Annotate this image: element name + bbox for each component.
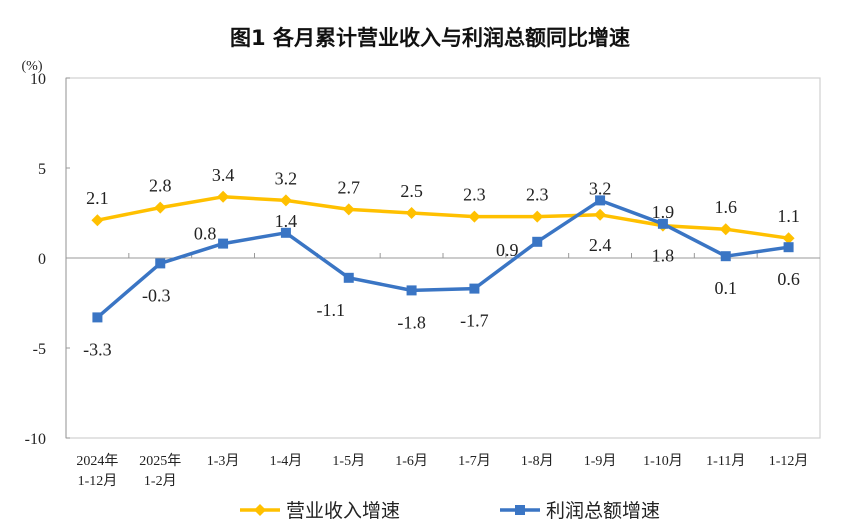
data-point-marker bbox=[92, 312, 103, 323]
y-axis-unit: (%) bbox=[22, 59, 43, 74]
data-label: 2.3 bbox=[526, 185, 549, 205]
y-tick-label: 10 bbox=[30, 71, 46, 88]
data-label: 0.9 bbox=[496, 240, 519, 260]
data-point-marker bbox=[594, 208, 607, 221]
x-tick-label: 1-12月 bbox=[78, 473, 118, 489]
data-point-marker bbox=[406, 285, 417, 296]
x-tick-label: 1-2月 bbox=[144, 473, 177, 489]
data-label: 0.1 bbox=[715, 278, 738, 298]
data-label: 2.1 bbox=[86, 188, 109, 208]
data-label: 1.8 bbox=[652, 246, 675, 266]
data-point-marker bbox=[468, 210, 481, 223]
x-tick-label: 1-8月 bbox=[521, 453, 554, 469]
legend-marker bbox=[515, 505, 525, 515]
chart-title: 图1 各月累计营业收入与利润总额同比增速 bbox=[230, 26, 630, 50]
data-label: 0.6 bbox=[777, 269, 800, 289]
data-label: 3.2 bbox=[275, 168, 298, 188]
x-tick-label: 1-12月 bbox=[769, 453, 809, 469]
data-label: 1.6 bbox=[715, 197, 738, 217]
x-tick-label: 1-7月 bbox=[458, 453, 491, 469]
data-point-marker bbox=[154, 201, 167, 214]
data-label: 1.4 bbox=[275, 211, 298, 231]
data-point-marker bbox=[531, 210, 544, 223]
x-tick-label: 1-11月 bbox=[706, 453, 745, 469]
x-tick-label: 2024年 bbox=[76, 453, 118, 469]
y-tick-label: 5 bbox=[38, 161, 46, 178]
legend-label: 营业收入增速 bbox=[286, 500, 400, 520]
x-tick-label: 1-3月 bbox=[207, 453, 240, 469]
data-point-marker bbox=[783, 242, 794, 253]
series-line bbox=[96, 198, 789, 319]
data-label: -0.3 bbox=[142, 285, 171, 305]
data-label: 2.3 bbox=[463, 185, 486, 205]
data-label: 2.4 bbox=[589, 235, 612, 255]
x-tick-label: 2025年 bbox=[139, 453, 181, 469]
data-point-marker bbox=[218, 238, 229, 249]
data-point-marker bbox=[217, 190, 230, 203]
data-point-marker bbox=[532, 236, 543, 247]
x-tick-label: 1-6月 bbox=[395, 453, 428, 469]
y-tick-label: -5 bbox=[33, 341, 46, 358]
data-label: -1.8 bbox=[397, 312, 426, 332]
data-point-marker bbox=[782, 232, 795, 245]
x-tick-label: 1-10月 bbox=[643, 453, 683, 469]
data-label: 3.2 bbox=[589, 178, 612, 198]
data-label: 1.9 bbox=[652, 202, 675, 222]
y-tick-label: 0 bbox=[38, 251, 46, 268]
data-label: 1.1 bbox=[777, 206, 800, 226]
data-label: 2.8 bbox=[149, 176, 172, 196]
y-tick-label: -10 bbox=[25, 431, 46, 448]
data-point-marker bbox=[469, 283, 480, 294]
data-point-marker bbox=[342, 203, 355, 216]
data-label: 2.7 bbox=[338, 177, 361, 197]
data-point-marker bbox=[280, 227, 291, 238]
data-label: 2.5 bbox=[400, 181, 423, 201]
data-label: -1.1 bbox=[317, 300, 346, 320]
data-point-marker bbox=[405, 207, 418, 219]
data-point-marker bbox=[595, 195, 606, 206]
data-label: 0.8 bbox=[194, 224, 217, 244]
data-label: 3.4 bbox=[212, 165, 235, 185]
data-point-marker bbox=[155, 258, 166, 269]
data-point-marker bbox=[719, 223, 732, 236]
data-label: -3.3 bbox=[83, 339, 112, 359]
x-tick-label: 1-9月 bbox=[584, 453, 617, 469]
data-label: -1.7 bbox=[460, 311, 489, 331]
legend-marker bbox=[254, 504, 266, 516]
x-tick-label: 1-5月 bbox=[332, 453, 365, 469]
legend-label: 利润总额增速 bbox=[546, 500, 660, 520]
series-line bbox=[97, 195, 789, 240]
x-tick-label: 1-4月 bbox=[270, 453, 303, 469]
data-point-marker bbox=[91, 214, 104, 227]
data-point-marker bbox=[720, 251, 731, 262]
data-point-marker bbox=[279, 194, 292, 207]
data-point-marker bbox=[343, 272, 354, 283]
data-point-marker bbox=[657, 218, 668, 229]
